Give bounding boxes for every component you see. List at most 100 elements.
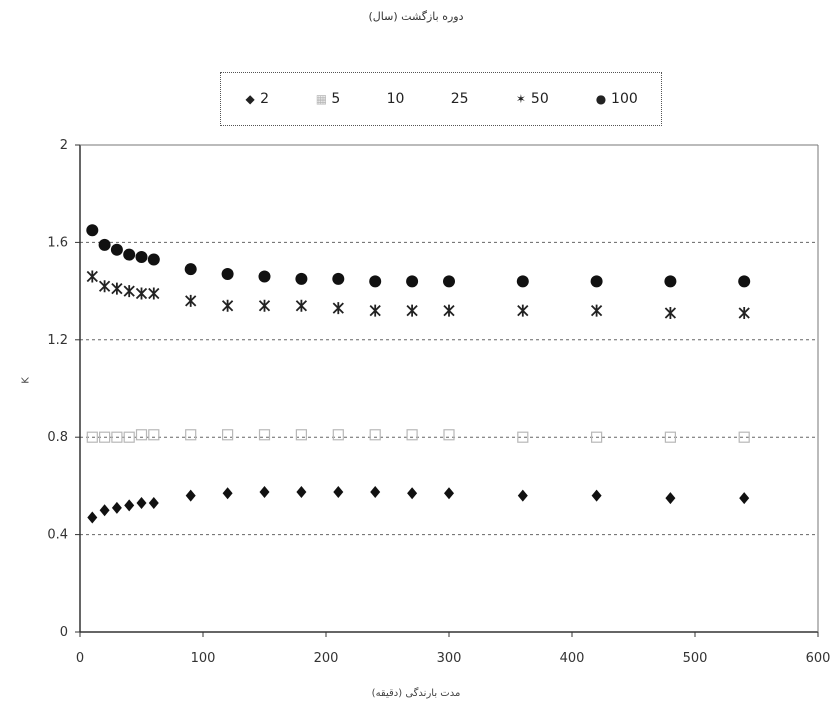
data-point-series-50 (98, 280, 111, 293)
data-point-series-100 (332, 272, 345, 285)
y-tick-label: 1.2 (47, 333, 68, 348)
data-point-series-2 (739, 492, 750, 505)
y-tick-label: 0.4 (47, 528, 68, 543)
data-point-series-5 (86, 431, 98, 443)
data-point-series-100 (443, 275, 455, 288)
data-point-series-50 (332, 302, 344, 315)
square-marker-icon: ▦ (315, 92, 328, 106)
y-tick-label: 0.8 (47, 430, 68, 445)
data-point-series-2 (444, 487, 454, 500)
data-point-series-5 (258, 429, 271, 441)
data-point-series-50 (221, 299, 234, 312)
data-point-series-2 (259, 485, 270, 498)
data-point-series-5 (98, 431, 111, 443)
legend-item-5: ▦ 5 (315, 91, 341, 107)
data-point-series-5 (185, 429, 197, 441)
data-point-series-50 (148, 287, 160, 300)
data-point-series-5 (738, 431, 750, 443)
data-point-series-2 (111, 501, 122, 514)
data-point-series-2 (99, 504, 110, 517)
data-point-series-5 (590, 431, 603, 443)
legend-item-10: 10 (387, 91, 405, 107)
data-point-series-50 (135, 287, 148, 300)
data-point-series-50 (111, 282, 123, 295)
data-point-series-5 (517, 431, 529, 443)
x-tick-label: 0 (76, 651, 84, 666)
legend-label: 10 (386, 91, 405, 107)
data-point-series-100 (98, 238, 111, 251)
data-point-series-2 (370, 485, 381, 498)
data-point-series-50 (295, 299, 308, 312)
data-point-series-50 (443, 304, 455, 317)
data-point-series-100 (184, 263, 197, 276)
x-tick-label: 600 (806, 651, 831, 666)
data-point-series-5 (295, 429, 307, 441)
diamond-marker-icon: ◆ (245, 92, 255, 106)
data-point-series-5 (148, 429, 160, 441)
y-tick-label: 0 (60, 625, 68, 640)
data-point-series-2 (517, 489, 528, 502)
data-point-series-50 (258, 299, 271, 312)
legend-item-100: ● 100 (595, 91, 638, 107)
legend-label: 25 (450, 91, 469, 107)
y-tick-label: 2 (60, 138, 68, 153)
data-point-series-2 (148, 496, 159, 509)
data-point-series-50 (517, 304, 529, 317)
data-point-series-50 (123, 285, 135, 298)
y-axis-label: K (20, 377, 32, 384)
legend-label: 50 (530, 91, 549, 107)
x-axis-label: مدت بارندگی (دقیقه) (371, 688, 461, 699)
data-point-series-100 (135, 251, 148, 264)
data-point-series-2 (591, 489, 602, 502)
data-point-series-100 (590, 275, 603, 288)
legend-item-2: ◆ 2 (244, 91, 270, 107)
data-point-series-100 (664, 275, 677, 288)
chart-title: دوره بازگشت (سال) (368, 10, 464, 23)
data-point-series-50 (369, 304, 381, 317)
data-point-series-2 (222, 487, 233, 500)
data-point-series-5 (664, 431, 677, 443)
data-point-series-5 (135, 429, 148, 441)
data-point-series-100 (221, 268, 234, 281)
legend-label: 100 (611, 91, 638, 107)
data-point-series-100 (295, 272, 308, 285)
data-point-series-2 (185, 489, 196, 502)
data-point-series-2 (665, 492, 676, 505)
x-tick-label: 500 (683, 651, 708, 666)
legend: ◆ 2 ▦ 5 10 25 ✶ 50 ● 100 (220, 72, 662, 126)
data-point-series-50 (406, 304, 418, 317)
legend-label: 2 (260, 91, 270, 107)
data-point-series-50 (664, 307, 677, 320)
circle-marker-icon: ● (595, 92, 607, 106)
data-point-series-2 (296, 485, 307, 498)
data-point-series-100 (110, 243, 123, 256)
data-point-series-100 (86, 224, 99, 237)
data-point-series-100 (516, 275, 529, 288)
data-point-series-2 (136, 496, 147, 509)
legend-label: 5 (331, 91, 341, 107)
data-point-series-100 (147, 253, 160, 266)
data-point-series-5 (123, 431, 135, 443)
data-point-series-50 (738, 307, 750, 320)
data-point-series-5 (222, 429, 234, 441)
legend-item-50: ✶ 50 (515, 91, 549, 107)
data-point-series-50 (86, 270, 98, 283)
x-tick-label: 400 (560, 651, 585, 666)
data-point-series-5 (406, 429, 418, 441)
data-point-series-100 (369, 275, 382, 288)
x-tick-label: 300 (437, 651, 462, 666)
data-point-series-2 (407, 487, 418, 500)
data-point-series-2 (333, 485, 344, 498)
data-point-series-2 (87, 511, 98, 524)
data-point-series-2 (124, 499, 135, 512)
legend-item-25: 25 (451, 91, 469, 107)
data-point-series-100 (258, 270, 271, 283)
data-point-series-5 (111, 431, 123, 443)
star-marker-icon: ✶ (515, 92, 526, 106)
data-point-series-5 (443, 429, 455, 441)
data-point-series-100 (123, 248, 136, 261)
data-point-series-100 (406, 275, 419, 288)
data-point-series-100 (738, 275, 751, 288)
data-point-series-50 (185, 294, 197, 307)
